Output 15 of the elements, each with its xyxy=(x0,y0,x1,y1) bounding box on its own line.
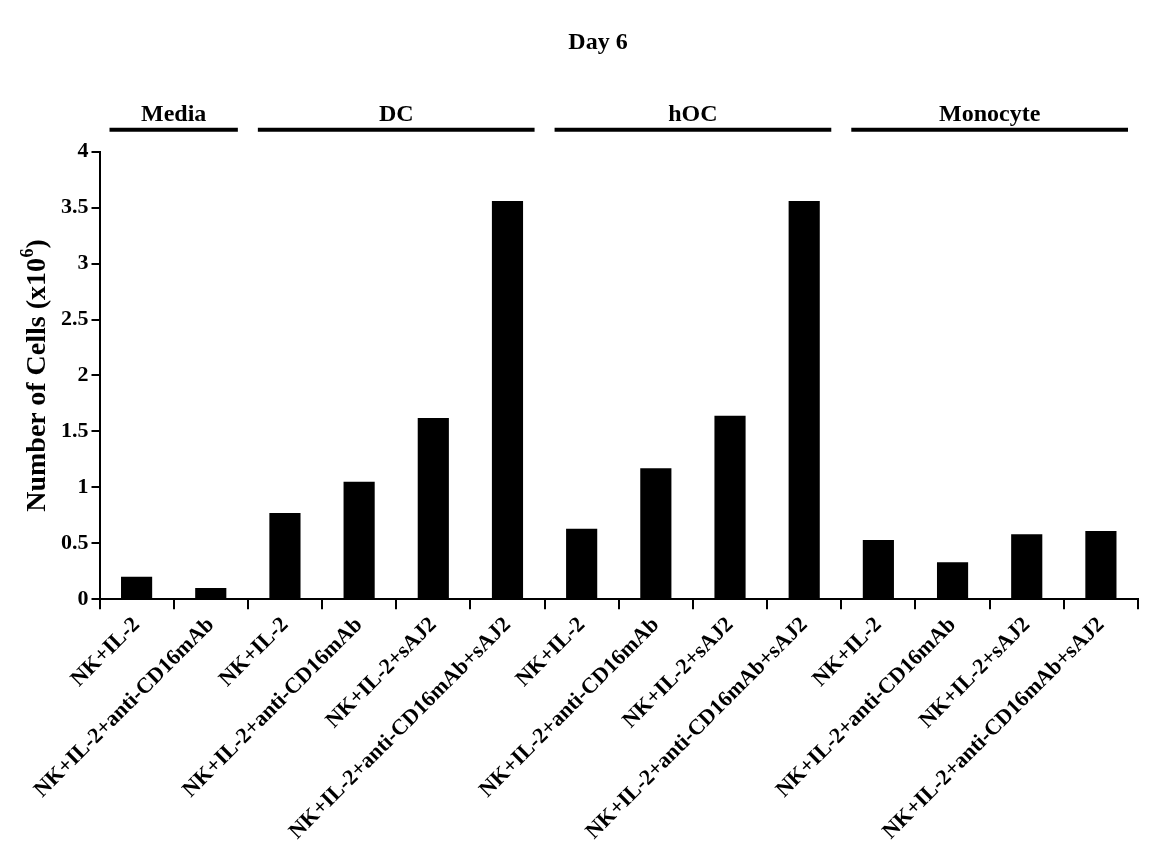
y-tick-label: 1 xyxy=(77,473,89,499)
y-axis-title: Number of Cells (x106) xyxy=(16,239,52,512)
y-tick-label: 2 xyxy=(77,361,89,387)
y-tick-label: 2.5 xyxy=(61,305,89,331)
y-tick-label: 0 xyxy=(77,584,89,610)
y-tick-label: 3.5 xyxy=(61,193,89,219)
y-tick-label: 0.5 xyxy=(61,528,89,554)
text: hOC xyxy=(668,100,718,126)
chart-title: Day 6 xyxy=(568,27,628,54)
y-tick-label: 3 xyxy=(77,249,89,275)
text: Monocyte xyxy=(938,100,1041,126)
y-tick-label: 4 xyxy=(77,137,89,163)
text: DC xyxy=(378,100,414,126)
text: Media xyxy=(141,100,207,126)
y-tick-label: 1.5 xyxy=(61,417,89,443)
